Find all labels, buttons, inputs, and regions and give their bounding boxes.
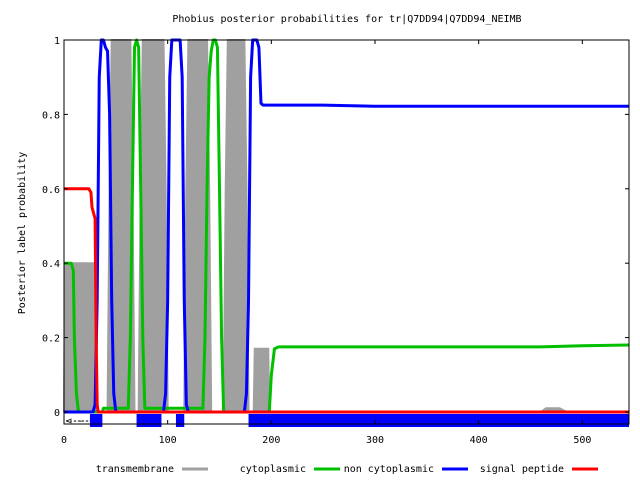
topology-segment xyxy=(248,414,629,427)
legend-label-signal-peptide: signal peptide xyxy=(480,464,564,475)
y-axis-label: Posterior label probability xyxy=(17,152,28,315)
x-tick-label: 200 xyxy=(262,435,280,446)
x-tick-label: 0 xyxy=(61,435,67,446)
legend: transmembrane cytoplasmic non cytoplasmic s… xyxy=(96,464,598,475)
series-signal-peptide-line xyxy=(64,187,629,414)
y-tick-label: 1 xyxy=(54,36,60,47)
y-tick-label: 0 xyxy=(54,408,60,419)
x-tick-label: 100 xyxy=(159,435,177,446)
topology-segment xyxy=(89,414,103,427)
legend-label-cytoplasmic: cytoplasmic xyxy=(240,464,306,475)
legend-label-non-cytoplasmic: non cytoplasmic xyxy=(344,464,434,475)
y-tick-label: 0.6 xyxy=(42,185,60,196)
y-tick-label: 0.4 xyxy=(42,259,60,270)
x-tick-label: 300 xyxy=(366,435,384,446)
axes: 0 0.2 0.4 0.6 0.8 1 0 100 200 300 400 500 xyxy=(42,36,629,446)
topology-bar: <----- xyxy=(66,414,629,427)
y-tick-label: 0.2 xyxy=(42,334,60,345)
topology-arrow-label: <----- xyxy=(66,416,102,427)
topology-segment xyxy=(136,414,162,427)
plot-frame xyxy=(63,39,630,425)
x-tick-label: 400 xyxy=(470,435,488,446)
topology-segment xyxy=(175,414,185,427)
y-tick-label: 0.8 xyxy=(42,110,60,121)
x-tick-label: 500 xyxy=(573,435,591,446)
legend-label-transmembrane: transmembrane xyxy=(96,464,174,475)
chart-title: Phobius posterior probabilities for tr|Q… xyxy=(172,14,521,25)
